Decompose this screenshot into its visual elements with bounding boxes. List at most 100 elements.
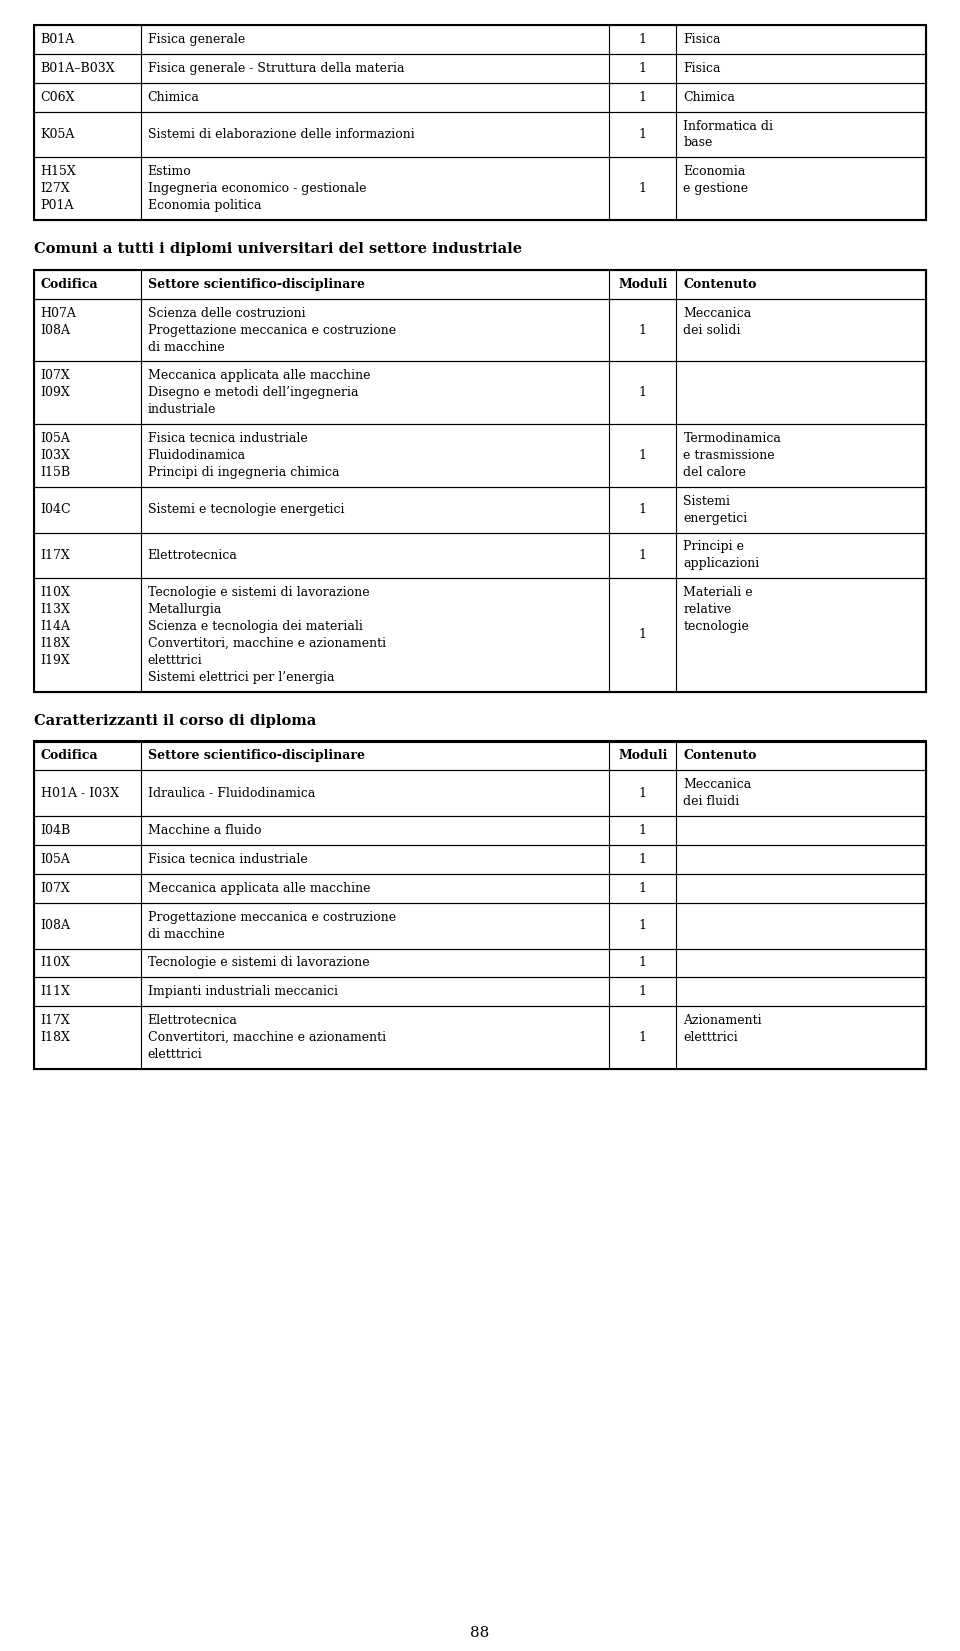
Text: 1: 1: [639, 882, 647, 895]
Text: Progettazione meccanica e costruzione: Progettazione meccanica e costruzione: [148, 911, 396, 923]
Text: H01A - I03X: H01A - I03X: [40, 788, 119, 799]
Text: Codifica: Codifica: [40, 750, 98, 763]
Text: 1: 1: [639, 324, 647, 337]
Bar: [34, 741, 926, 1068]
Text: Materiali e: Materiali e: [684, 586, 753, 599]
Text: Economia: Economia: [684, 165, 746, 178]
Text: Idraulica - Fluidodinamica: Idraulica - Fluidodinamica: [148, 788, 315, 799]
Text: Meccanica: Meccanica: [684, 307, 752, 320]
Text: eletttrici: eletttrici: [148, 1048, 203, 1062]
Text: Impianti industriali meccanici: Impianti industriali meccanici: [148, 986, 338, 999]
Text: tecnologie: tecnologie: [684, 619, 750, 632]
Text: I03X: I03X: [40, 449, 70, 462]
Text: I05A: I05A: [40, 433, 70, 446]
Text: energetici: energetici: [684, 512, 748, 525]
Text: I14A: I14A: [40, 619, 71, 632]
Text: Settore scientifico-disciplinare: Settore scientifico-disciplinare: [148, 750, 365, 763]
Text: Principi e: Principi e: [684, 540, 744, 553]
Text: B01A–B03X: B01A–B03X: [40, 61, 115, 74]
Text: 1: 1: [639, 61, 647, 74]
Text: 1: 1: [639, 629, 647, 641]
Text: Azionamenti: Azionamenti: [684, 1014, 762, 1027]
Text: I10X: I10X: [40, 586, 70, 599]
Text: Informatica di: Informatica di: [684, 119, 774, 132]
Text: e trasmissione: e trasmissione: [684, 449, 775, 462]
Text: P01A: P01A: [40, 200, 74, 211]
Text: 1: 1: [639, 129, 647, 140]
Text: Contenuto: Contenuto: [684, 750, 756, 763]
Text: Fisica: Fisica: [684, 33, 721, 46]
Text: Sistemi elettrici per l’energia: Sistemi elettrici per l’energia: [148, 670, 334, 684]
Text: Sistemi di elaborazione delle informazioni: Sistemi di elaborazione delle informazio…: [148, 129, 415, 140]
Text: Scienza delle costruzioni: Scienza delle costruzioni: [148, 307, 305, 320]
Text: Chimica: Chimica: [148, 91, 200, 104]
Text: 1: 1: [639, 504, 647, 517]
Text: 1: 1: [639, 956, 647, 969]
Text: I17X: I17X: [40, 548, 70, 561]
Text: dei solidi: dei solidi: [684, 324, 741, 337]
Text: Fisica generale - Struttura della materia: Fisica generale - Struttura della materi…: [148, 61, 404, 74]
Text: Elettrotecnica: Elettrotecnica: [148, 548, 238, 561]
Text: Elettrotecnica: Elettrotecnica: [148, 1014, 238, 1027]
Text: Moduli: Moduli: [618, 277, 667, 291]
Text: 1: 1: [639, 824, 647, 837]
Text: I07X: I07X: [40, 370, 70, 383]
Text: Meccanica applicata alle macchine: Meccanica applicata alle macchine: [148, 370, 371, 383]
Text: Fisica generale: Fisica generale: [148, 33, 245, 46]
Text: H07A: H07A: [40, 307, 77, 320]
Text: I15B: I15B: [40, 466, 71, 479]
Text: Caratterizzanti il corso di diploma: Caratterizzanti il corso di diploma: [34, 713, 316, 728]
Text: 1: 1: [639, 1032, 647, 1043]
Text: K05A: K05A: [40, 129, 75, 140]
Text: Progettazione meccanica e costruzione: Progettazione meccanica e costruzione: [148, 324, 396, 337]
Text: Meccanica: Meccanica: [684, 778, 752, 791]
Text: Fisica tecnica industriale: Fisica tecnica industriale: [148, 433, 307, 446]
Text: Chimica: Chimica: [684, 91, 735, 104]
Text: 1: 1: [639, 854, 647, 865]
Text: 1: 1: [639, 33, 647, 46]
Text: Settore scientifico-disciplinare: Settore scientifico-disciplinare: [148, 277, 365, 291]
Text: C06X: C06X: [40, 91, 75, 104]
Text: Macchine a fluido: Macchine a fluido: [148, 824, 261, 837]
Text: Tecnologie e sistemi di lavorazione: Tecnologie e sistemi di lavorazione: [148, 956, 370, 969]
Text: base: base: [684, 137, 712, 150]
Text: relative: relative: [684, 603, 732, 616]
Text: eletttrici: eletttrici: [684, 1032, 738, 1043]
Text: eletttrici: eletttrici: [148, 654, 203, 667]
Text: 1: 1: [639, 788, 647, 799]
Text: Sistemi e tecnologie energetici: Sistemi e tecnologie energetici: [148, 504, 345, 517]
Text: Convertitori, macchine e azionamenti: Convertitori, macchine e azionamenti: [148, 637, 386, 650]
Text: del calore: del calore: [684, 466, 746, 479]
Text: 1: 1: [639, 548, 647, 561]
Text: I08A: I08A: [40, 920, 71, 933]
Text: Termodinamica: Termodinamica: [684, 433, 781, 446]
Text: Disegno e metodi dell’ingegneria: Disegno e metodi dell’ingegneria: [148, 386, 358, 400]
Text: Moduli: Moduli: [618, 750, 667, 763]
Text: H15X: H15X: [40, 165, 77, 178]
Text: industriale: industriale: [148, 403, 216, 416]
Bar: [34, 271, 926, 692]
Text: I05A: I05A: [40, 854, 70, 865]
Text: I04B: I04B: [40, 824, 71, 837]
Text: B01A: B01A: [40, 33, 75, 46]
Text: I18X: I18X: [40, 1032, 70, 1043]
Text: Ingegneria economico - gestionale: Ingegneria economico - gestionale: [148, 182, 366, 195]
Text: di macchine: di macchine: [148, 928, 225, 941]
Text: Metallurgia: Metallurgia: [148, 603, 222, 616]
Text: I11X: I11X: [40, 986, 70, 999]
Bar: [34, 25, 926, 220]
Text: 1: 1: [639, 920, 647, 933]
Text: Contenuto: Contenuto: [684, 277, 756, 291]
Text: Tecnologie e sistemi di lavorazione: Tecnologie e sistemi di lavorazione: [148, 586, 370, 599]
Text: Principi di ingegneria chimica: Principi di ingegneria chimica: [148, 466, 339, 479]
Text: 1: 1: [639, 386, 647, 400]
Text: Economia politica: Economia politica: [148, 200, 261, 211]
Text: I13X: I13X: [40, 603, 70, 616]
Text: 1: 1: [639, 182, 647, 195]
Text: I09X: I09X: [40, 386, 70, 400]
Text: dei fluidi: dei fluidi: [684, 796, 739, 809]
Text: Estimo: Estimo: [148, 165, 191, 178]
Text: I08A: I08A: [40, 324, 71, 337]
Text: I10X: I10X: [40, 956, 70, 969]
Text: e gestione: e gestione: [684, 182, 749, 195]
